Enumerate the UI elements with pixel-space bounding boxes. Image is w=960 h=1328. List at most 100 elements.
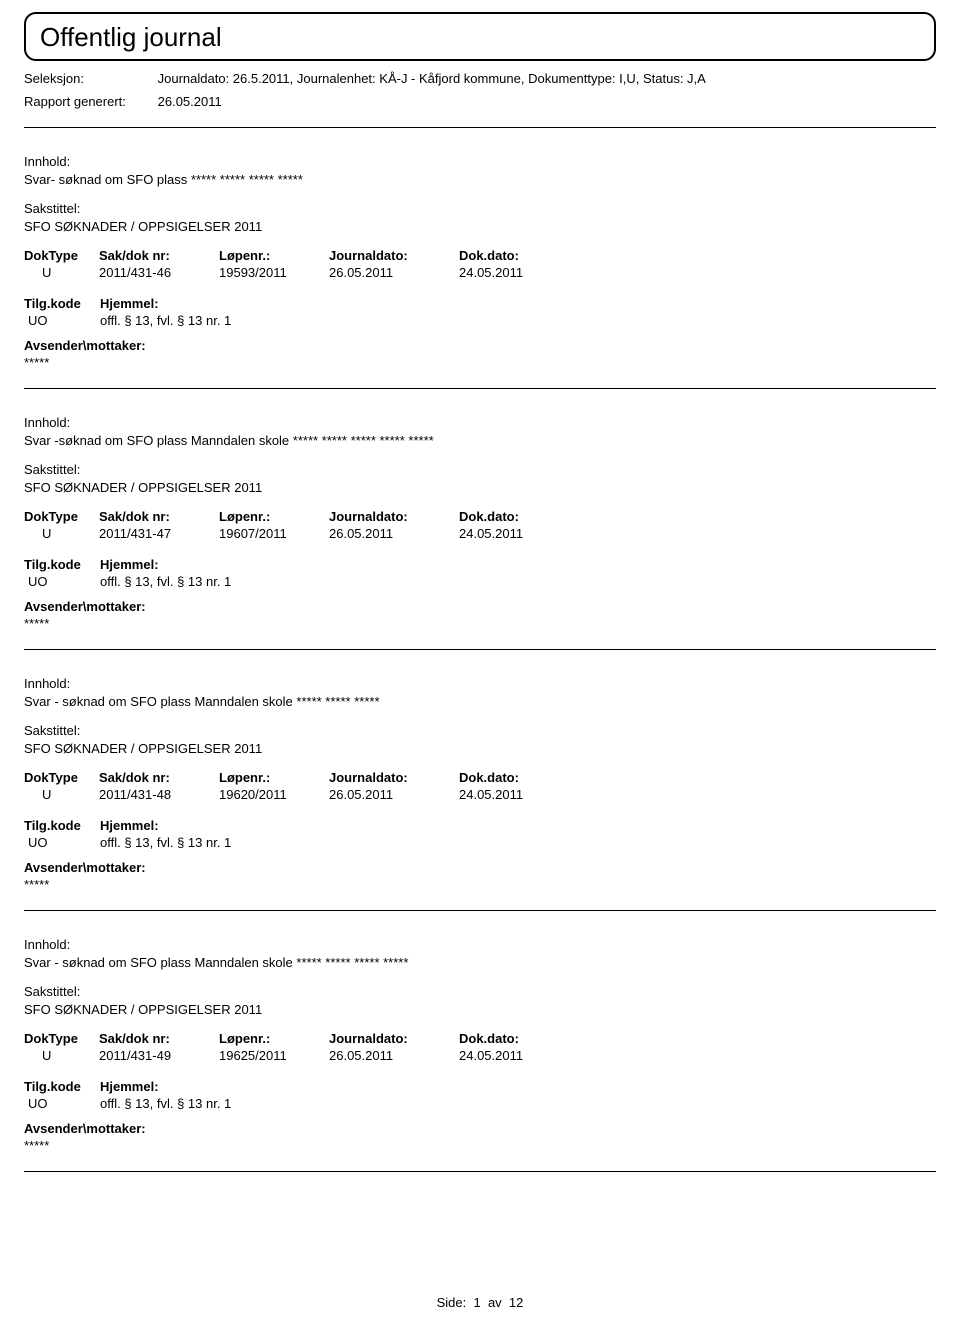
sakstittel-value: SFO SØKNADER / OPPSIGELSER 2011 — [24, 480, 936, 495]
doktype-value: U — [24, 785, 99, 802]
tilgkode-data-row: UO offl. § 13, fvl. § 13 nr. 1 — [24, 1094, 936, 1111]
journaldato-value: 26.05.2011 — [329, 263, 459, 280]
sakstittel-value: SFO SØKNADER / OPPSIGELSER 2011 — [24, 219, 936, 234]
avsender-block: Avsender\mottaker: ***** — [24, 860, 936, 892]
journal-entry: Innhold: Svar- søknad om SFO plass *****… — [24, 128, 936, 370]
page-footer: Side: 1 av 12 — [0, 1295, 960, 1310]
table-header-row: DokType Sak/dok nr: Løpenr.: Journaldato… — [24, 509, 936, 524]
seleksjon-value: Journaldato: 26.5.2011, Journalenhet: KÅ… — [158, 71, 706, 86]
saknr-value: 2011/431-46 — [99, 263, 219, 280]
innhold-label: Innhold: — [24, 937, 936, 952]
journaldato-value: 26.05.2011 — [329, 524, 459, 541]
tilgkode-data-row: UO offl. § 13, fvl. § 13 nr. 1 — [24, 833, 936, 850]
table-header-row: DokType Sak/dok nr: Løpenr.: Journaldato… — [24, 1031, 936, 1046]
doktype-label: DokType — [24, 770, 99, 785]
lopenr-label: Løpenr.: — [219, 770, 329, 785]
tilgkode-header-row: Tilg.kode Hjemmel: — [24, 296, 936, 311]
saknr-value: 2011/431-49 — [99, 1046, 219, 1063]
dokdato-value: 24.05.2011 — [459, 524, 579, 541]
avsender-label: Avsender\mottaker: — [24, 599, 936, 614]
hjemmel-label: Hjemmel: — [100, 1079, 159, 1094]
avsender-block: Avsender\mottaker: ***** — [24, 599, 936, 631]
avsender-label: Avsender\mottaker: — [24, 860, 936, 875]
tilgkode-label: Tilg.kode — [24, 296, 100, 311]
doktype-label: DokType — [24, 248, 99, 263]
divider — [24, 1171, 936, 1172]
lopenr-label: Løpenr.: — [219, 248, 329, 263]
hjemmel-label: Hjemmel: — [100, 818, 159, 833]
hjemmel-value: offl. § 13, fvl. § 13 nr. 1 — [100, 313, 231, 328]
side-label: Side: — [437, 1295, 467, 1310]
journal-entry: Innhold: Svar -søknad om SFO plass Mannd… — [24, 389, 936, 631]
doktype-value: U — [24, 1046, 99, 1063]
tilgkode-data-row: UO offl. § 13, fvl. § 13 nr. 1 — [24, 572, 936, 589]
hjemmel-label: Hjemmel: — [100, 296, 159, 311]
av-label: av — [488, 1295, 502, 1310]
table-data-row: U 2011/431-48 19620/2011 26.05.2011 24.0… — [24, 785, 936, 802]
hjemmel-value: offl. § 13, fvl. § 13 nr. 1 — [100, 574, 231, 589]
tilgkode-label: Tilg.kode — [24, 1079, 100, 1094]
lopenr-value: 19620/2011 — [219, 785, 329, 802]
dokdato-label: Dok.dato: — [459, 1031, 579, 1046]
saknr-value: 2011/431-48 — [99, 785, 219, 802]
saknr-label: Sak/dok nr: — [99, 770, 219, 785]
saknr-label: Sak/dok nr: — [99, 248, 219, 263]
rapport-label: Rapport generert: — [24, 94, 154, 109]
journal-entry: Innhold: Svar - søknad om SFO plass Mann… — [24, 650, 936, 892]
journaldato-label: Journaldato: — [329, 1031, 459, 1046]
dokdato-value: 24.05.2011 — [459, 263, 579, 280]
sakstittel-label: Sakstittel: — [24, 984, 936, 999]
innhold-value: Svar -søknad om SFO plass Manndalen skol… — [24, 433, 936, 448]
dokdato-label: Dok.dato: — [459, 770, 579, 785]
avsender-value: ***** — [24, 875, 936, 892]
dokdato-value: 24.05.2011 — [459, 1046, 579, 1063]
rapport-value: 26.05.2011 — [158, 94, 222, 109]
dokdato-value: 24.05.2011 — [459, 785, 579, 802]
journaldato-label: Journaldato: — [329, 248, 459, 263]
tilgkode-header-row: Tilg.kode Hjemmel: — [24, 557, 936, 572]
avsender-value: ***** — [24, 353, 936, 370]
seleksjon-label: Seleksjon: — [24, 71, 154, 86]
rapport-line: Rapport generert: 26.05.2011 — [24, 94, 936, 109]
table-data-row: U 2011/431-47 19607/2011 26.05.2011 24.0… — [24, 524, 936, 541]
table-data-row: U 2011/431-49 19625/2011 26.05.2011 24.0… — [24, 1046, 936, 1063]
tilgkode-value: UO — [24, 313, 100, 328]
innhold-label: Innhold: — [24, 154, 936, 169]
innhold-label: Innhold: — [24, 676, 936, 691]
lopenr-value: 19593/2011 — [219, 263, 329, 280]
hjemmel-label: Hjemmel: — [100, 557, 159, 572]
tilgkode-value: UO — [24, 574, 100, 589]
journaldato-label: Journaldato: — [329, 509, 459, 524]
sakstittel-label: Sakstittel: — [24, 723, 936, 738]
doktype-value: U — [24, 263, 99, 280]
page-total: 12 — [509, 1295, 523, 1310]
journaldato-label: Journaldato: — [329, 770, 459, 785]
dokdato-label: Dok.dato: — [459, 248, 579, 263]
tilgkode-data-row: UO offl. § 13, fvl. § 13 nr. 1 — [24, 311, 936, 328]
page-title: Offentlig journal — [40, 22, 920, 53]
saknr-value: 2011/431-47 — [99, 524, 219, 541]
doktype-label: DokType — [24, 509, 99, 524]
avsender-value: ***** — [24, 1136, 936, 1153]
innhold-label: Innhold: — [24, 415, 936, 430]
journaldato-value: 26.05.2011 — [329, 785, 459, 802]
page-current: 1 — [473, 1295, 480, 1310]
avsender-value: ***** — [24, 614, 936, 631]
saknr-label: Sak/dok nr: — [99, 509, 219, 524]
saknr-label: Sak/dok nr: — [99, 1031, 219, 1046]
lopenr-value: 19607/2011 — [219, 524, 329, 541]
tilgkode-label: Tilg.kode — [24, 557, 100, 572]
doktype-value: U — [24, 524, 99, 541]
lopenr-label: Løpenr.: — [219, 509, 329, 524]
journal-entry: Innhold: Svar - søknad om SFO plass Mann… — [24, 911, 936, 1153]
sakstittel-value: SFO SØKNADER / OPPSIGELSER 2011 — [24, 741, 936, 756]
lopenr-label: Løpenr.: — [219, 1031, 329, 1046]
dokdato-label: Dok.dato: — [459, 509, 579, 524]
lopenr-value: 19625/2011 — [219, 1046, 329, 1063]
tilgkode-label: Tilg.kode — [24, 818, 100, 833]
sakstittel-label: Sakstittel: — [24, 201, 936, 216]
innhold-value: Svar - søknad om SFO plass Manndalen sko… — [24, 955, 936, 970]
tilgkode-value: UO — [24, 835, 100, 850]
table-data-row: U 2011/431-46 19593/2011 26.05.2011 24.0… — [24, 263, 936, 280]
header-box: Offentlig journal — [24, 12, 936, 61]
